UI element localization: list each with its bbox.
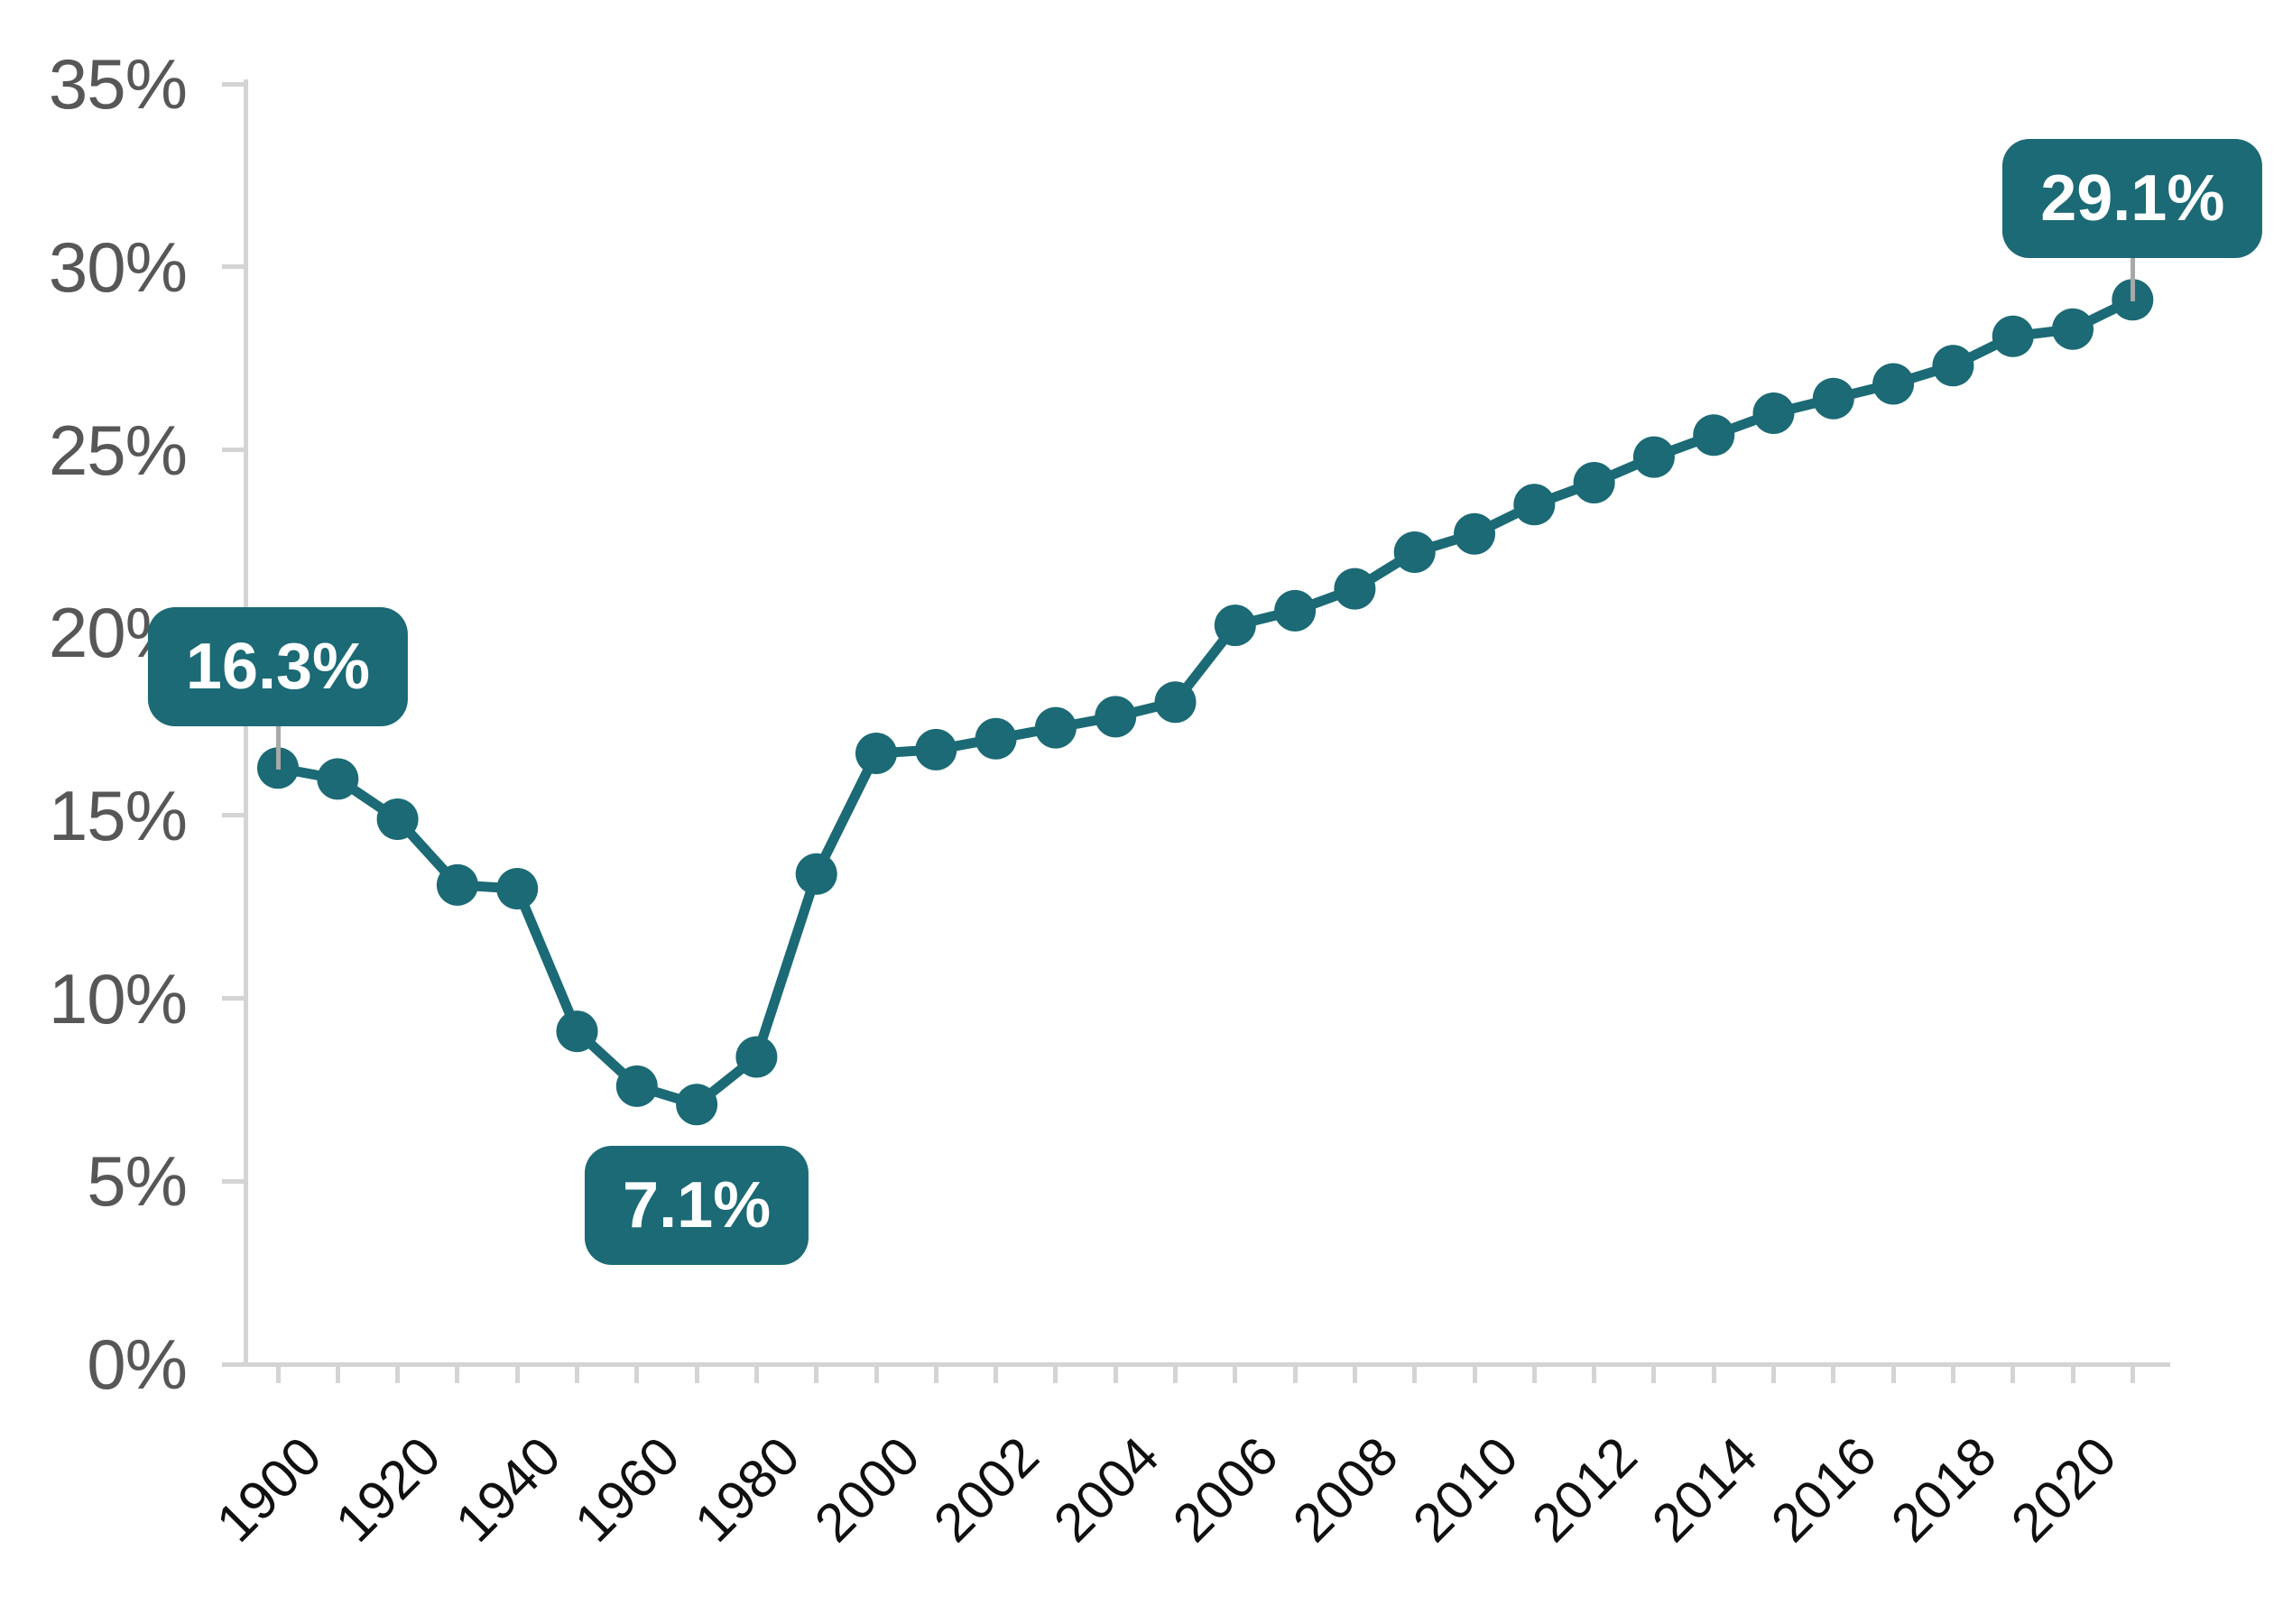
x-axis-tick: [814, 1364, 819, 1383]
x-axis-tick: [874, 1364, 879, 1383]
data-point-2018: [1932, 345, 1974, 387]
data-point-1930: [436, 863, 478, 906]
x-axis-tick: [933, 1364, 938, 1383]
x-axis-tick: [575, 1364, 579, 1383]
data-point-2013: [1632, 436, 1675, 478]
data-point-2008: [1334, 567, 1376, 610]
data-point-2000: [855, 733, 897, 774]
data-point-2010: [1454, 512, 1495, 555]
y-axis-label: 10%: [48, 958, 188, 1038]
data-point-2015: [1752, 392, 1795, 434]
y-axis-tick: [222, 81, 245, 87]
x-axis-tick: [994, 1364, 999, 1383]
data-point-2004: [1095, 696, 1137, 738]
data-point-1980: [735, 1036, 778, 1078]
data-point-2020: [2052, 308, 2094, 350]
data-point-2011: [1513, 484, 1556, 526]
data-point-2003: [1034, 706, 1077, 749]
x-axis-tick: [634, 1364, 640, 1383]
y-axis-tick: [222, 1361, 245, 1367]
x-axis-tick: [335, 1364, 340, 1383]
x-axis-tick: [2130, 1364, 2135, 1383]
data-point-1910: [317, 758, 359, 800]
x-axis-tick: [1950, 1364, 1955, 1383]
data-point-2005: [1154, 681, 1197, 724]
x-axis-tick: [514, 1364, 520, 1383]
x-axis-tick: [395, 1364, 401, 1383]
y-axis-label: 0%: [87, 1324, 188, 1404]
x-axis-tick: [2070, 1364, 2075, 1383]
data-point-1960: [615, 1065, 658, 1107]
callout-last-value-text: 29.1%: [2040, 162, 2225, 235]
x-axis-tick: [1173, 1364, 1178, 1383]
data-point-1920: [376, 798, 419, 840]
y-axis-label: 5%: [87, 1141, 188, 1222]
data-point-1990: [795, 853, 837, 895]
y-axis-label: 15%: [48, 775, 188, 855]
y-axis-label: 35%: [48, 44, 188, 125]
callout-low-value-text: 7.1%: [623, 1169, 772, 1242]
data-point-2014: [1693, 414, 1735, 457]
x-axis-tick: [1771, 1364, 1776, 1383]
x-axis-tick: [1352, 1364, 1357, 1383]
y-axis-label: 25%: [48, 410, 188, 490]
x-axis-tick: [1831, 1364, 1836, 1383]
x-axis-tick: [1233, 1364, 1238, 1383]
x-axis-tick: [1651, 1364, 1657, 1383]
x-axis-tick: [694, 1364, 699, 1383]
callout-low-value: 7.1%: [585, 1146, 809, 1266]
data-point-2006: [1214, 604, 1256, 647]
data-point-2017: [1872, 363, 1915, 405]
y-axis-tick: [222, 448, 245, 452]
data-point-2016: [1812, 377, 1854, 420]
x-axis-tick: [1531, 1364, 1537, 1383]
x-axis-tick: [275, 1364, 281, 1383]
x-axis-tick: [1592, 1364, 1597, 1383]
data-point-2019: [1992, 315, 2034, 357]
callout-connector: [275, 721, 281, 770]
x-axis-tick: [753, 1364, 759, 1383]
y-axis-tick: [222, 996, 245, 1001]
data-point-1970: [676, 1084, 718, 1126]
callout-connector: [2130, 253, 2135, 302]
callout-last-value: 29.1%: [2002, 139, 2263, 259]
trend-line: [273, 294, 2138, 1110]
x-axis-line: [224, 1361, 2170, 1367]
data-point-2007: [1274, 589, 1317, 632]
x-axis-tick: [1053, 1364, 1058, 1383]
x-axis-tick: [1890, 1364, 1896, 1383]
callout-first-value: 16.3%: [147, 607, 409, 727]
data-point-2001: [915, 728, 957, 770]
x-axis-tick: [1472, 1364, 1477, 1383]
data-point-2002: [975, 717, 1017, 760]
y-axis-tick: [222, 813, 245, 818]
x-axis-tick: [1412, 1364, 1418, 1383]
y-axis-tick: [222, 264, 245, 270]
x-axis-tick: [455, 1364, 460, 1383]
data-point-1950: [556, 1010, 598, 1053]
x-axis-tick: [1292, 1364, 1298, 1383]
data-point-1940: [496, 868, 539, 909]
data-point-2012: [1573, 462, 1615, 503]
y-axis-label: 30%: [48, 226, 188, 307]
x-axis-tick: [2011, 1364, 2016, 1383]
x-axis-tick: [1711, 1364, 1716, 1383]
callout-first-value-text: 16.3%: [185, 631, 371, 704]
x-axis-tick: [1113, 1364, 1118, 1383]
data-point-2009: [1393, 531, 1436, 573]
y-axis-tick: [222, 1178, 245, 1184]
